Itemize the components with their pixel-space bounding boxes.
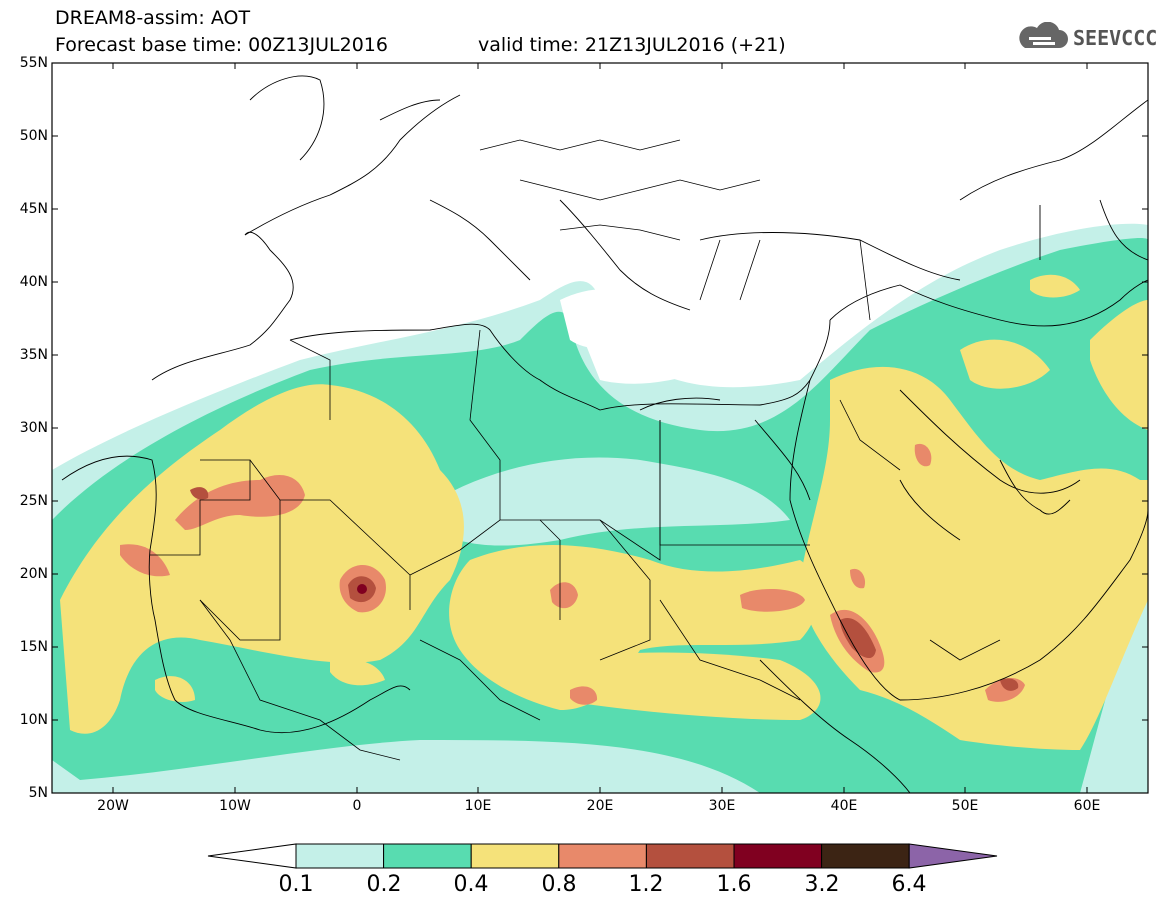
lat-label: 5N [28,785,48,801]
country-borders [150,139,1001,761]
lat-label: 30N [19,420,48,436]
lat-label: 20N [19,566,48,582]
lon-label: 20E [586,798,614,814]
lat-label: 55N [19,55,48,71]
cloud-icon [1019,22,1068,48]
logo-text: SEEVCCC [1073,26,1158,50]
colorbar-over-arrow [908,843,998,869]
seevccc-logo: SEEVCCC [1015,20,1158,56]
colorbar-label: 1.6 [716,872,752,897]
lat-label: 40N [19,274,48,290]
colorbar-swatch [645,843,735,869]
coastlines [61,75,1148,793]
colorbar-label: 3.2 [804,872,840,897]
lat-label: 15N [19,639,48,655]
lon-label: 60E [1073,798,1101,814]
lon-label: 10W [219,798,251,814]
colorbar-swatch [383,843,472,869]
lat-label: 35N [19,347,48,363]
lat-label: 50N [19,128,48,144]
lon-label: 0 [352,798,362,814]
map-title: DREAM8-assim: AOT [55,7,251,29]
lon-label: 40E [830,798,858,814]
colorbar-label: 1.2 [628,872,664,897]
lat-label: 10N [19,712,48,728]
axis-ticks [52,62,1148,794]
colorbar-swatch [733,843,823,869]
lat-label: 45N [19,201,48,217]
lon-label: 30E [708,798,736,814]
lon-label: 50E [951,798,979,814]
colorbar-swatch [295,843,385,869]
colorbar [207,843,998,869]
colorbar-under-arrow [207,843,297,869]
colorbar-label: 0.2 [366,872,402,897]
lat-label: 25N [19,493,48,509]
lon-label: 20W [97,798,129,814]
forecast-base-time: Forecast base time: 00Z13JUL2016 [55,34,388,56]
colorbar-swatch [470,843,560,869]
lon-label: 10E [464,798,492,814]
colorbar-label: 6.4 [891,872,927,897]
valid-time: valid time: 21Z13JUL2016 (+21) [478,34,786,56]
colorbar-label: 0.4 [453,872,489,897]
colorbar-label: 0.8 [541,872,577,897]
colorbar-swatch [558,843,647,869]
aot-field [52,63,1148,793]
colorbar-swatch [821,843,910,869]
colorbar-label: 0.1 [278,872,314,897]
